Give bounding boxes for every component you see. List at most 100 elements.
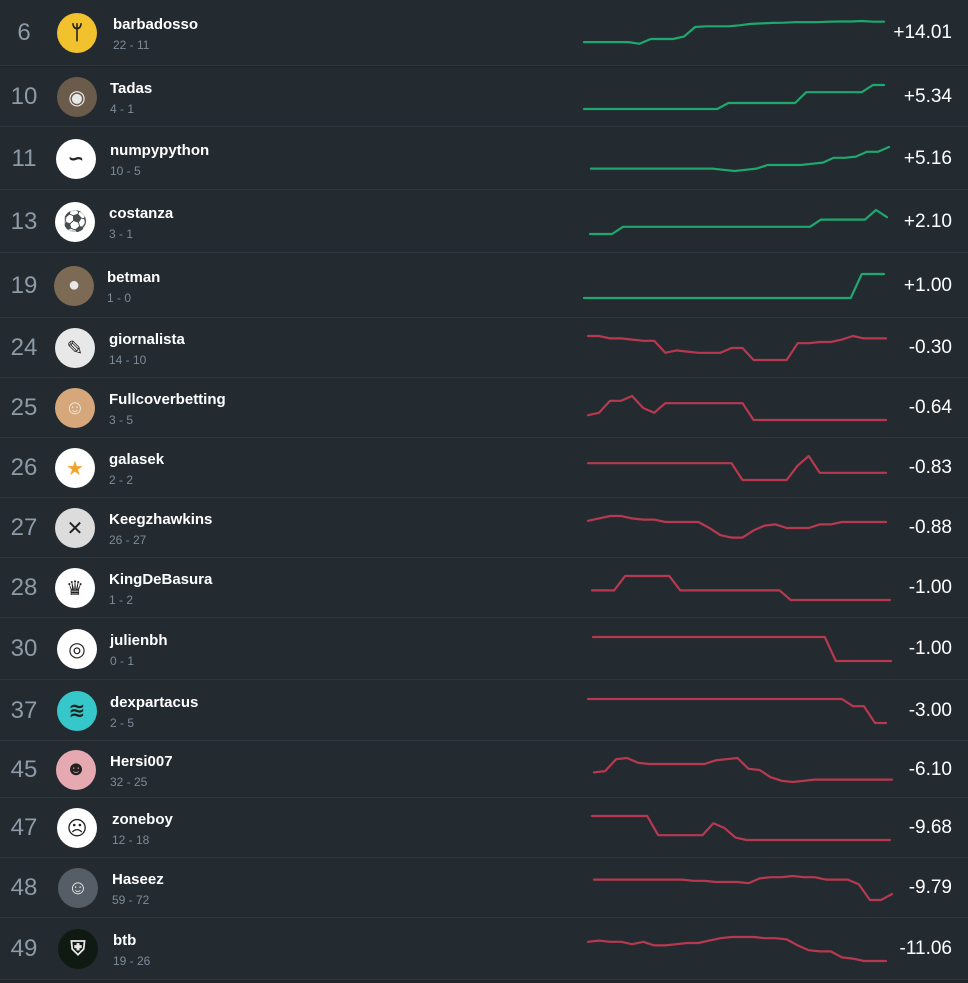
- rank-number: 28: [10, 574, 38, 601]
- graffiti-logo-icon[interactable]: ≋: [57, 690, 97, 731]
- star-icon[interactable]: ★: [55, 448, 95, 488]
- table-row[interactable]: 13 ⚽ costanza 3 - 1 +2.10: [0, 190, 968, 253]
- username-link[interactable]: numpypython: [110, 141, 210, 159]
- win-loss-record: 2 - 2: [109, 473, 134, 487]
- username-link[interactable]: Hersi007: [110, 752, 173, 770]
- shield-logo-icon[interactable]: ⛨: [58, 929, 98, 969]
- table-row[interactable]: 37 ≋ dexpartacus 2 - 5 -3.00: [0, 680, 968, 741]
- rank-number: 48: [10, 874, 38, 901]
- win-loss-record: 12 - 18: [112, 833, 150, 847]
- win-loss-record: 14 - 10: [109, 353, 147, 367]
- profit-sparkline: [590, 574, 892, 602]
- profit-value: -0.30: [908, 337, 952, 358]
- profit-sparkline: [586, 334, 888, 362]
- username-link[interactable]: Haseez: [112, 871, 164, 888]
- table-row[interactable]: 49 ⛨ btb 19 - 26 -11.06: [0, 918, 968, 980]
- person-photo-icon[interactable]: ☻: [56, 749, 96, 790]
- profit-sparkline: [589, 145, 891, 172]
- profit-sparkline: [586, 454, 888, 482]
- table-row[interactable]: 24 ✎ giornalista 14 - 10 -0.30: [0, 318, 968, 378]
- win-loss-record: 59 - 72: [112, 893, 150, 907]
- profit-value: +5.16: [903, 147, 952, 169]
- python-logo-icon[interactable]: ∽: [56, 138, 96, 179]
- rank-number: 6: [17, 19, 31, 46]
- username-link[interactable]: Fullcoverbetting: [109, 391, 226, 408]
- username-link[interactable]: Keegzhawkins: [109, 511, 213, 528]
- profit-value: -9.79: [908, 877, 952, 898]
- table-row[interactable]: 11 ∽ numpypython 10 - 5 +5.16: [0, 127, 968, 190]
- rank-number: 24: [10, 334, 38, 361]
- username-link[interactable]: KingDeBasura: [109, 571, 213, 588]
- username-link[interactable]: giornalista: [109, 331, 185, 348]
- profit-value: -1.00: [908, 638, 952, 659]
- table-row[interactable]: 47 ☹ zoneboy 12 - 18 -9.68: [0, 798, 968, 858]
- sparkline-series: [586, 334, 888, 362]
- win-loss-record: 4 - 1: [110, 102, 135, 116]
- profit-value: -6.10: [908, 758, 952, 780]
- username-link[interactable]: Tadas: [110, 80, 153, 97]
- rank-number: 30: [10, 635, 38, 662]
- profit-sparkline: [586, 935, 888, 963]
- newspaper-logo-icon[interactable]: ✎: [55, 328, 95, 368]
- username-link[interactable]: barbadosso: [113, 16, 199, 33]
- rank-number: 10: [10, 83, 38, 110]
- person-photo-icon[interactable]: ☺: [55, 388, 95, 428]
- sparkline-series: [592, 874, 894, 902]
- sparkline-series: [590, 574, 892, 602]
- profit-sparkline: [582, 19, 886, 45]
- table-row[interactable]: 48 ☺ Haseez 59 - 72 -9.79: [0, 858, 968, 918]
- table-row[interactable]: 45 ☻ Hersi007 32 - 25 -6.10: [0, 741, 968, 798]
- cartoon-face-icon[interactable]: ☹: [57, 808, 97, 848]
- table-row[interactable]: 10 ◉ Tadas 4 - 1 +5.34: [0, 67, 968, 127]
- hawk-logo-icon[interactable]: ✕: [55, 508, 95, 548]
- rank-number: 19: [10, 271, 38, 299]
- username-link[interactable]: dexpartacus: [110, 693, 199, 711]
- profit-sparkline: [586, 697, 888, 724]
- username-link[interactable]: costanza: [109, 204, 174, 222]
- profit-value: -0.64: [908, 397, 952, 418]
- username-link[interactable]: zoneboy: [112, 811, 173, 828]
- sparkline-series: [586, 935, 888, 963]
- trash-can-icon[interactable]: ♛: [55, 568, 95, 608]
- sparkline-series: [589, 145, 891, 172]
- rank-number: 45: [10, 755, 38, 783]
- table-row[interactable]: 30 ◎ julienbh 0 - 1 -1.00: [0, 618, 968, 680]
- win-loss-record: 10 - 5: [110, 163, 141, 178]
- profit-sparkline: [592, 874, 894, 902]
- profit-sparkline: [582, 272, 886, 299]
- rank-number: 47: [10, 814, 38, 841]
- profit-sparkline: [590, 814, 892, 842]
- profit-value: +1.00: [903, 274, 952, 296]
- profit-value: +14.01: [893, 22, 952, 43]
- win-loss-record: 1 - 2: [109, 593, 134, 607]
- username-link[interactable]: betman: [107, 268, 161, 286]
- profit-sparkline: [588, 208, 889, 235]
- person-photo-icon[interactable]: ●: [54, 265, 94, 306]
- win-loss-record: 1 - 0: [107, 290, 132, 305]
- person-photo-icon[interactable]: ◉: [57, 77, 97, 117]
- profit-sparkline: [586, 514, 888, 539]
- sparkline-series: [586, 697, 888, 724]
- table-row[interactable]: 26 ★ galasek 2 - 2 -0.83: [0, 438, 968, 498]
- sparkline-series: [590, 814, 892, 842]
- table-row[interactable]: 28 ♛ KingDeBasura 1 - 2 -1.00: [0, 558, 968, 618]
- hook-logo-icon[interactable]: ᛘ: [57, 13, 97, 53]
- sparkline-series: [586, 514, 888, 539]
- table-row[interactable]: 19 ● betman 1 - 0 +1.00: [0, 253, 968, 318]
- username-link[interactable]: galasek: [109, 451, 165, 468]
- table-row[interactable]: 25 ☺ Fullcoverbetting 3 - 5 -0.64: [0, 378, 968, 438]
- profit-sparkline: [591, 635, 893, 663]
- win-loss-record: 3 - 1: [109, 226, 134, 241]
- robot-icon[interactable]: ◎: [57, 629, 97, 669]
- table-row[interactable]: 6 ᛘ barbadosso 22 - 11 +14.01: [0, 0, 968, 66]
- rank-number: 11: [11, 144, 37, 172]
- win-loss-record: 32 - 25: [110, 774, 148, 789]
- username-link[interactable]: btb: [113, 932, 137, 949]
- username-link[interactable]: julienbh: [110, 632, 168, 649]
- sparkline-series: [582, 19, 886, 45]
- table-row[interactable]: 27 ✕ Keegzhawkins 26 - 27 -0.88: [0, 498, 968, 558]
- person-photo-icon[interactable]: ☺: [58, 868, 98, 908]
- rank-number: 37: [10, 696, 38, 724]
- profit-sparkline: [592, 756, 894, 783]
- soccer-ball-icon[interactable]: ⚽: [55, 201, 95, 242]
